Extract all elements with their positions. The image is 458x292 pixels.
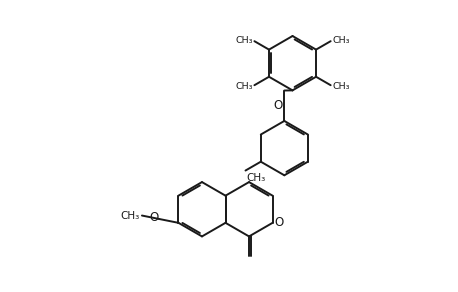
Text: CH₃: CH₃ <box>247 173 266 183</box>
Text: CH₃: CH₃ <box>120 211 140 220</box>
Text: O: O <box>274 99 283 112</box>
Text: CH₃: CH₃ <box>333 36 350 45</box>
Text: CH₃: CH₃ <box>235 36 252 45</box>
Text: CH₃: CH₃ <box>235 82 252 91</box>
Text: CH₃: CH₃ <box>333 82 350 91</box>
Text: O: O <box>149 211 158 225</box>
Text: O: O <box>274 216 284 229</box>
